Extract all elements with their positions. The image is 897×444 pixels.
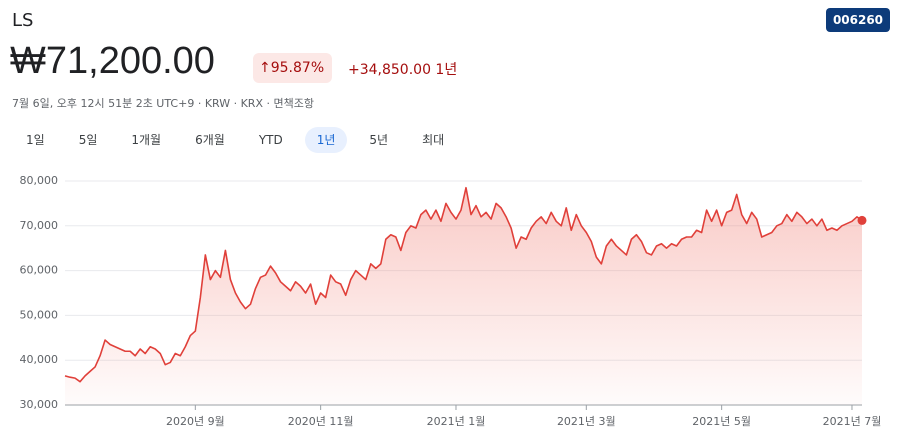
arrow-icon: ↑ <box>259 60 271 76</box>
price: ₩71,200.00 <box>10 40 215 82</box>
area <box>65 187 862 405</box>
x-tick-label: 2021년 5월 <box>692 415 751 428</box>
chart: 30,000 40,000 50,000 60,000 70,000 80,000 2020… <box>20 174 882 428</box>
range-tabs: 1일 5일 1개월 6개월 YTD 1년 5년 최대 <box>14 127 466 153</box>
y-tick-label: 80,000 <box>20 174 59 187</box>
change-badge: ↑95.87% <box>253 53 333 83</box>
change-percent: 95.87% <box>270 60 325 76</box>
x-tick-label: 2021년 3월 <box>557 415 616 428</box>
y-tick-label: 60,000 <box>20 264 59 277</box>
range-tab[interactable]: 5일 <box>78 133 98 147</box>
stock-code[interactable]: 006260 <box>826 8 890 32</box>
last-point <box>857 215 867 225</box>
y-tick-label: 40,000 <box>20 353 59 366</box>
x-tick-label: 2020년 11월 <box>288 415 354 428</box>
range-tab[interactable]: 5년 <box>369 133 389 147</box>
x-tick-label: 2021년 7월 <box>823 415 882 428</box>
range-tab[interactable]: 1년 <box>304 127 348 153</box>
x-tick-label: 2021년 1월 <box>427 415 486 428</box>
subtitle: 7월 6일, 오후 12시 51분 2초 UTC+9 · KRW · KRX ·… <box>12 97 314 110</box>
change: +34,850.00 1년 <box>348 62 458 78</box>
range-tab[interactable]: 6개월 <box>195 133 225 147</box>
range-tab[interactable]: YTD <box>258 133 283 147</box>
y-tick-label: 50,000 <box>20 308 59 321</box>
stock-name: LS <box>12 10 34 31</box>
price-line <box>64 186 863 383</box>
y-tick-label: 70,000 <box>20 219 59 232</box>
range-tab[interactable]: 1일 <box>26 133 45 147</box>
range-tab[interactable]: 최대 <box>422 133 445 147</box>
range-tab[interactable]: 1개월 <box>131 133 162 147</box>
y-tick-label: 30,000 <box>20 398 59 411</box>
x-tick-label: 2020년 9월 <box>166 415 225 428</box>
